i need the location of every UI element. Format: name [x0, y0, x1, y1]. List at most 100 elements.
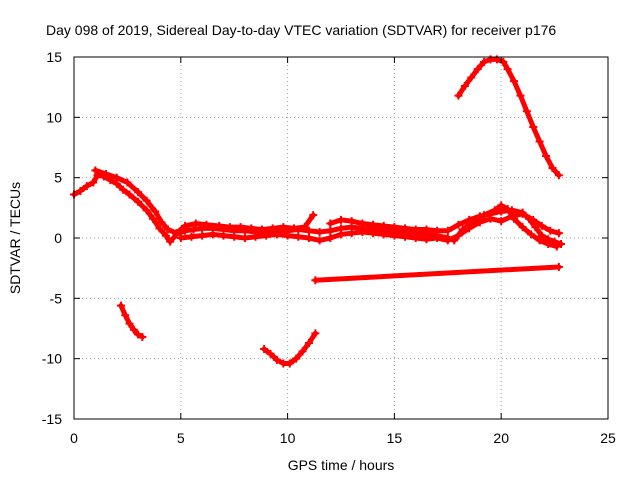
- data-point: [230, 232, 239, 241]
- chart-title: Day 098 of 2019, Sidereal Day-to-day VTE…: [46, 22, 556, 38]
- data-point: [535, 137, 544, 146]
- data-point: [454, 220, 463, 229]
- data-point: [285, 359, 294, 368]
- data-point: [401, 232, 410, 241]
- data-point: [326, 226, 335, 235]
- data-point: [554, 171, 563, 180]
- data-point: [544, 235, 553, 244]
- data-point: [535, 236, 544, 245]
- data-point: [518, 223, 527, 232]
- x-tick-label: 10: [280, 430, 296, 446]
- y-tick-label: 5: [54, 170, 62, 186]
- y-tick-label: -15: [42, 411, 62, 427]
- data-point: [369, 220, 378, 229]
- data-point: [358, 219, 367, 228]
- data-point: [460, 81, 469, 90]
- data-point: [311, 276, 320, 285]
- data-point: [369, 229, 378, 238]
- data-point: [518, 209, 527, 218]
- data-point: [550, 237, 559, 246]
- data-point: [497, 217, 506, 226]
- axis-ticks: 0 5 10 15 20 25 -15 -10 -5 0 5 10 15: [42, 49, 616, 446]
- data-point: [119, 185, 128, 194]
- data-point: [292, 354, 301, 363]
- data-point: [134, 330, 143, 339]
- data-point: [337, 215, 345, 224]
- data-point: [262, 231, 271, 240]
- series-trace: [312, 264, 562, 283]
- data-point: [247, 224, 256, 233]
- data-point: [91, 166, 100, 175]
- data-point: [315, 227, 324, 236]
- data-point: [300, 223, 309, 232]
- data-point: [272, 230, 281, 239]
- data-point: [151, 207, 160, 216]
- data-point: [473, 65, 482, 74]
- data-point: [475, 218, 484, 227]
- data-point: [123, 178, 132, 187]
- data-point: [358, 227, 367, 236]
- data-point: [198, 231, 207, 240]
- data-point: [298, 347, 307, 356]
- data-point: [102, 170, 111, 179]
- data-point: [260, 345, 269, 354]
- data-point: [121, 311, 130, 320]
- data-point: [422, 225, 431, 234]
- data-point: [454, 231, 463, 240]
- y-tick-label: 0: [54, 230, 62, 246]
- data-point: [465, 215, 474, 224]
- data-point: [311, 329, 320, 338]
- data-point: [125, 190, 134, 199]
- data-point: [465, 224, 474, 233]
- data-point: [326, 234, 335, 242]
- data-point: [304, 226, 313, 235]
- data-point: [486, 214, 495, 223]
- data-point: [125, 319, 134, 328]
- data-point: [279, 223, 288, 232]
- data-point: [257, 225, 266, 234]
- data-point: [548, 164, 557, 173]
- series-arc-low-a: [116, 301, 147, 341]
- y-tick-label: -10: [42, 351, 62, 367]
- data-point: [557, 240, 566, 249]
- data-point: [76, 186, 85, 195]
- data-point: [304, 234, 313, 242]
- data-point: [283, 231, 292, 240]
- series-trace: [261, 330, 318, 366]
- data-point: [166, 237, 175, 246]
- data-point: [326, 219, 335, 228]
- data-point: [181, 221, 190, 230]
- data-point: [172, 229, 181, 238]
- data-point: [266, 349, 275, 358]
- x-axis-label: GPS time / hours: [288, 457, 395, 473]
- data-point: [522, 107, 531, 116]
- data-point: [268, 224, 277, 233]
- data-point: [507, 212, 516, 221]
- data-point: [433, 234, 442, 242]
- data-point: [142, 206, 151, 215]
- data-point: [510, 77, 519, 86]
- data-point: [529, 215, 538, 224]
- series-arc-main-d: [176, 209, 563, 245]
- data-point: [82, 182, 91, 191]
- data-point: [347, 217, 356, 226]
- data-point: [379, 221, 388, 230]
- data-point: [531, 223, 540, 232]
- data-point: [537, 221, 546, 230]
- data-point: [337, 230, 345, 239]
- data-point: [411, 234, 420, 242]
- series-arc-high: [454, 55, 563, 180]
- data-point: [134, 197, 143, 206]
- data-point: [554, 229, 563, 238]
- data-point: [116, 301, 125, 310]
- series-isolated: [311, 262, 563, 285]
- data-point: [272, 355, 281, 364]
- data-point: [542, 151, 551, 160]
- data-point: [187, 232, 196, 241]
- data-point: [294, 232, 303, 241]
- data-point: [290, 224, 299, 233]
- data-point: [219, 231, 228, 240]
- data-point: [401, 224, 410, 233]
- data-point: [142, 196, 151, 205]
